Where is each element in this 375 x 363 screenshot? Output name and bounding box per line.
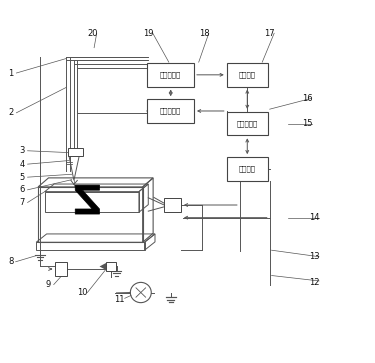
Text: 3: 3	[20, 146, 25, 155]
Text: 激光电源: 激光电源	[239, 72, 256, 78]
FancyBboxPatch shape	[147, 99, 194, 123]
Text: 16: 16	[302, 94, 312, 103]
Text: 15: 15	[302, 119, 312, 128]
Text: 冷却水装置: 冷却水装置	[160, 108, 182, 114]
Text: 12: 12	[309, 278, 320, 286]
Text: 19: 19	[143, 29, 153, 38]
Polygon shape	[99, 263, 106, 270]
FancyBboxPatch shape	[106, 262, 116, 271]
Text: 5: 5	[20, 173, 25, 182]
Text: 13: 13	[309, 252, 320, 261]
Text: 激光调制器: 激光调制器	[160, 72, 182, 78]
FancyBboxPatch shape	[227, 112, 268, 135]
Text: 2: 2	[9, 108, 14, 117]
Text: 7: 7	[20, 198, 25, 207]
Text: 18: 18	[199, 29, 210, 38]
Text: 9: 9	[46, 280, 51, 289]
Text: 10: 10	[77, 288, 87, 297]
Text: 14: 14	[309, 213, 320, 222]
Text: 4: 4	[20, 160, 25, 169]
FancyBboxPatch shape	[68, 148, 83, 156]
Text: 制控装置: 制控装置	[239, 166, 256, 172]
FancyBboxPatch shape	[227, 157, 268, 181]
FancyBboxPatch shape	[147, 63, 194, 87]
FancyBboxPatch shape	[164, 198, 181, 212]
Text: 主控计算机: 主控计算机	[237, 121, 258, 127]
Text: 8: 8	[9, 257, 14, 266]
FancyBboxPatch shape	[55, 262, 67, 276]
Text: 20: 20	[87, 29, 98, 38]
Polygon shape	[75, 185, 99, 214]
Text: 1: 1	[9, 69, 14, 78]
Text: 6: 6	[20, 185, 25, 194]
Text: 11: 11	[114, 294, 125, 303]
FancyBboxPatch shape	[227, 63, 268, 87]
Text: 17: 17	[264, 29, 275, 38]
